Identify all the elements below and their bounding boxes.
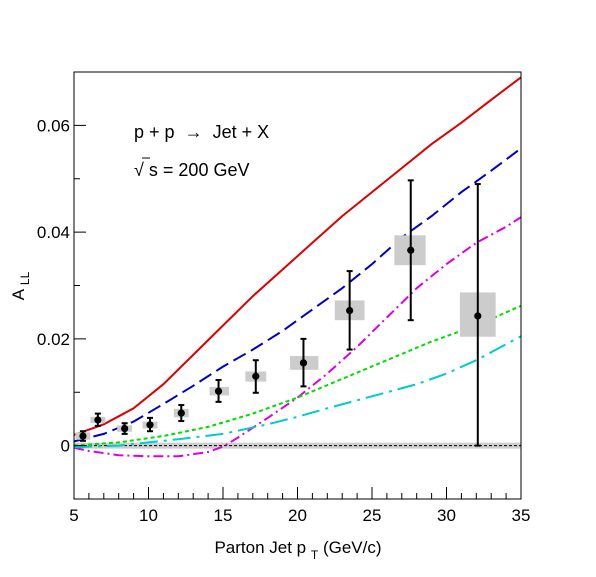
process-suffix: Jet + X (213, 122, 270, 142)
x-axis-label-sub: T (311, 548, 319, 562)
x-axis-label-main: Parton Jet p (214, 538, 306, 557)
y-tick-label-0.06: 0.06 (37, 116, 70, 135)
x-tick-label-20: 20 (288, 506, 307, 525)
data-point-8 (299, 359, 308, 367)
y-axis-label-sub: LL (18, 271, 32, 285)
data-points (79, 246, 482, 440)
energy-sqrt-symbol: √ (134, 160, 144, 180)
y-tick-label-0.02: 0.02 (37, 330, 70, 349)
energy-value: s = 200 GeV (149, 160, 250, 180)
x-tick-label-25: 25 (363, 506, 382, 525)
data-point-2 (94, 416, 102, 424)
y-axis-label-main: A (9, 288, 28, 300)
data-point-10 (407, 246, 415, 254)
data-point-3 (121, 424, 129, 433)
data-point-9 (346, 306, 354, 315)
y-axis-label-group: A LL (9, 271, 32, 300)
x-tick-label-30: 30 (437, 506, 456, 525)
y-axis-label: A LL (9, 271, 32, 300)
theory-curve-1 (73, 76, 522, 436)
data-point-4 (146, 421, 154, 429)
x-tick-label-10: 10 (139, 506, 158, 525)
data-point-7 (252, 372, 260, 380)
theory-curve-5 (73, 335, 522, 449)
energy-annotation: √ s = 200 GeV (134, 160, 249, 180)
data-point-11 (474, 312, 482, 320)
data-point-5 (177, 409, 185, 417)
zero-band (74, 442, 521, 449)
x-axis-label: Parton Jet p T (GeV/c) (214, 538, 381, 563)
theory-curve-2 (73, 147, 522, 443)
process-arrow: → (185, 122, 203, 142)
y-axis-ticks: 0 0.02 0.04 0.06 (37, 71, 86, 500)
x-tick-label-15: 15 (214, 506, 233, 525)
theory-curve-3 (73, 216, 522, 458)
data-point-1 (79, 432, 87, 440)
y-tick-label-0.04: 0.04 (37, 223, 70, 242)
process-annotation: p + p → Jet + X (134, 122, 269, 142)
y-tick-label-0: 0 (61, 437, 70, 456)
data-point-6 (214, 387, 223, 395)
zero-systematic-band (74, 442, 521, 449)
x-axis-ticks: 5 10 15 20 25 30 35 (69, 487, 530, 525)
theory-curves (73, 76, 522, 458)
x-tick-label-35: 35 (512, 506, 531, 525)
process-prefix: p + p (134, 122, 175, 142)
x-axis-label-tail: (GeV/c) (323, 538, 382, 557)
x-tick-label-5: 5 (69, 506, 78, 525)
